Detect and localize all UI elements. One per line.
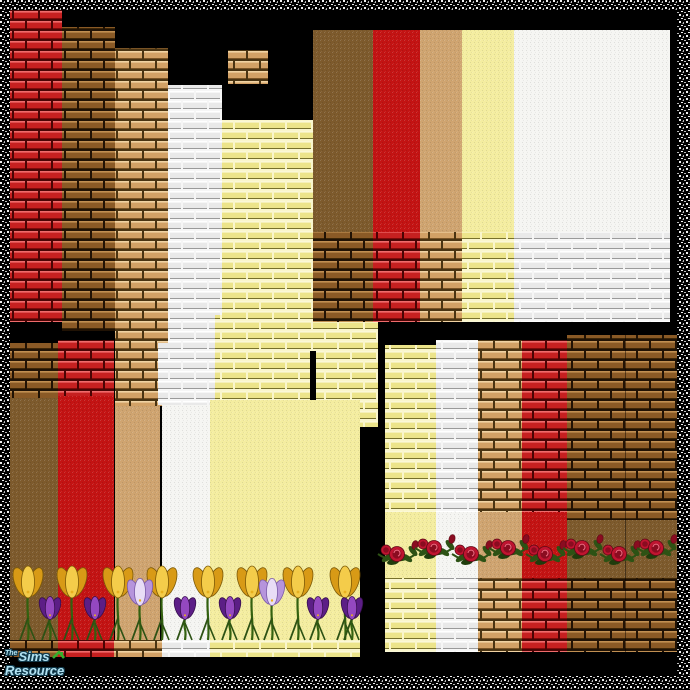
swatch-topright-tan-stucco-texture (420, 30, 462, 232)
rose-garland-border (377, 534, 678, 565)
swatch-bottomleft-brown-brick (10, 343, 58, 398)
footer-brick-white (162, 640, 210, 657)
swatch-bottomright-yellow-brick-top (385, 345, 436, 512)
swatch-bottomleft-red-stucco-texture (58, 396, 114, 657)
swatch-topright-tan-brick (420, 232, 462, 322)
swatch-bottomright-brown-brick-top (567, 335, 677, 520)
swatch-bottomright-white-brick-top (436, 340, 478, 512)
swatch-bottomright-brown-brick-bottom (567, 578, 677, 652)
footer-brick-tan (114, 640, 162, 657)
frame-bottom (0, 675, 690, 690)
tsr-watermark-line1: TheSims (5, 649, 66, 663)
swatch-bottomright-red-stucco-texture (522, 512, 567, 578)
swatch-topright-brown-brick (313, 232, 373, 322)
swatch-topright-white-stucco-texture (514, 30, 670, 232)
swatch-topright-yellow-stucco-texture (462, 30, 514, 232)
footer-brick-brown (10, 640, 58, 657)
footer-brick-red (58, 640, 114, 657)
crocus-flower-border (12, 565, 364, 641)
swatch-bottomright-white-stucco-texture (436, 512, 478, 578)
swatch-topright-red-brick (373, 232, 420, 322)
footer-brick-yellow (210, 640, 360, 657)
swatch-topright-white-brick (514, 232, 670, 322)
swatch-cascade-brown-brick (62, 27, 115, 331)
frame-top (0, 0, 690, 10)
swatch-cascade-yellow-brick (222, 120, 313, 345)
swatch-bottomleft-red-brick (58, 340, 114, 396)
brown-strip-seam (625, 335, 626, 652)
swatch-cascade-red-brick (10, 10, 62, 322)
tsr-the-label: The (5, 650, 18, 657)
swatch-topright-yellow-brick (462, 232, 514, 322)
swatch-bottomright-red-brick-bottom (522, 578, 567, 652)
swatch-center-white-card (158, 343, 212, 405)
frame-left (0, 0, 10, 690)
swatch-cascade-tan-brick-chip (228, 50, 268, 84)
frame-right (677, 0, 690, 690)
tsr-roof-icon (51, 650, 65, 659)
swatch-bottomright-tan-brick-bottom (478, 578, 522, 652)
swatch-topright-red-stucco-texture (373, 30, 420, 232)
swatch-center-yellow-card-b (215, 315, 310, 403)
tsr-sims-label: Sims (18, 649, 50, 664)
swatch-topright-brown-stucco-texture (313, 30, 373, 232)
swatch-bottomright-white-brick-bottom (436, 578, 478, 652)
swatch-bottomright-yellow-brick-bottom (385, 578, 436, 652)
swatch-bottomleft-tan-stucco-texture (115, 406, 160, 657)
tsr-resource-label: Resource (5, 663, 65, 678)
tsr-watermark: TheSims Resource (5, 649, 66, 677)
swatch-bottomright-red-brick-top (522, 340, 567, 512)
swatch-bottomright-tan-brick-top (478, 340, 522, 512)
